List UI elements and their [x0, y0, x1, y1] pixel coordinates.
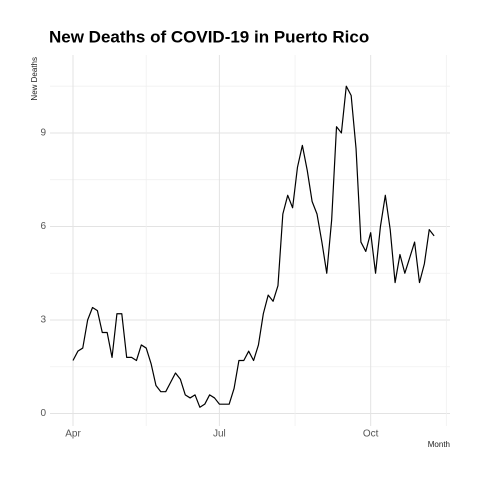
- y-tick-label: 6: [40, 221, 46, 232]
- x-axis-label: Month: [428, 440, 450, 449]
- y-tick-label: 0: [40, 408, 46, 419]
- y-tick-label: 3: [40, 315, 46, 326]
- y-tick-label: 9: [40, 128, 46, 139]
- x-tick-label: Apr: [65, 429, 81, 440]
- chart-title: New Deaths of COVID-19 in Puerto Rico: [49, 27, 369, 46]
- x-tick-label: Jul: [213, 429, 226, 440]
- x-tick-label: Oct: [363, 429, 379, 440]
- data-line: [72, 85, 435, 408]
- y-axis-label: New Deaths: [30, 57, 39, 101]
